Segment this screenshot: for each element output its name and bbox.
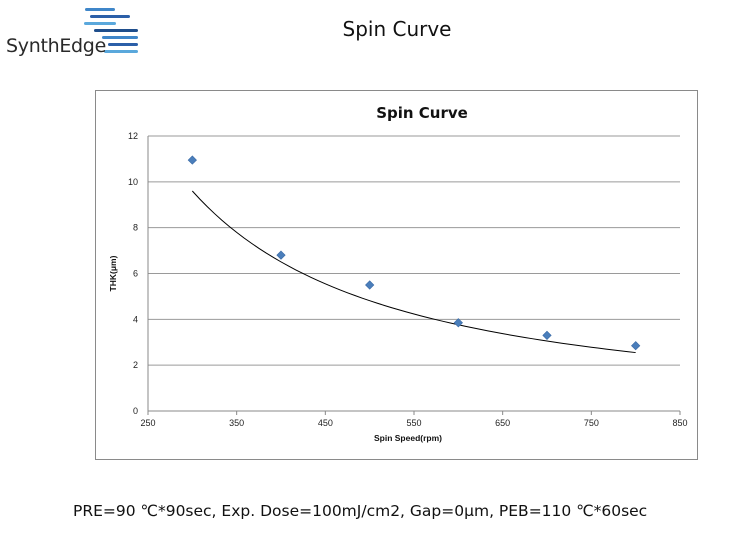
logo: SynthEdge [6, 6, 146, 58]
y-tick-label: 6 [133, 269, 138, 279]
x-tick-label: 550 [406, 418, 421, 428]
data-point [631, 341, 641, 351]
trendline [191, 190, 636, 354]
logo-text: SynthEdge [6, 35, 106, 57]
x-tick-label: 450 [318, 418, 333, 428]
x-tick-label: 850 [672, 418, 687, 428]
data-point [453, 318, 463, 328]
data-point [542, 330, 552, 340]
x-axis-label: Spin Speed(rpm) [374, 433, 442, 443]
x-tick-label: 750 [584, 418, 599, 428]
y-tick-label: 0 [133, 406, 138, 416]
y-tick-label: 10 [128, 177, 138, 187]
x-tick-label: 250 [140, 418, 155, 428]
y-tick-label: 2 [133, 360, 138, 370]
x-tick-label: 350 [229, 418, 244, 428]
y-tick-label: 8 [133, 223, 138, 233]
page-title: Spin Curve [342, 17, 452, 41]
chart-title: Spin Curve [376, 104, 468, 122]
y-tick-label: 12 [128, 131, 138, 141]
x-tick-label: 650 [495, 418, 510, 428]
data-point [365, 280, 375, 290]
data-point [276, 250, 286, 260]
process-conditions-caption: PRE=90 ℃*90sec, Exp. Dose=100mJ/cm2, Gap… [73, 502, 648, 520]
data-point [187, 155, 197, 165]
y-axis-label: THK(μm) [108, 255, 118, 291]
logo-stripes-icon [84, 8, 138, 53]
spin-curve-chart: Spin Curve 0 2 4 6 8 10 12 250 350 450 550 650 750 850… [108, 104, 688, 443]
y-tick-label: 4 [133, 314, 138, 324]
chart-frame: Spin Curve 0 2 4 6 8 10 12 250 350 450 550 650 750 850… [95, 90, 698, 460]
